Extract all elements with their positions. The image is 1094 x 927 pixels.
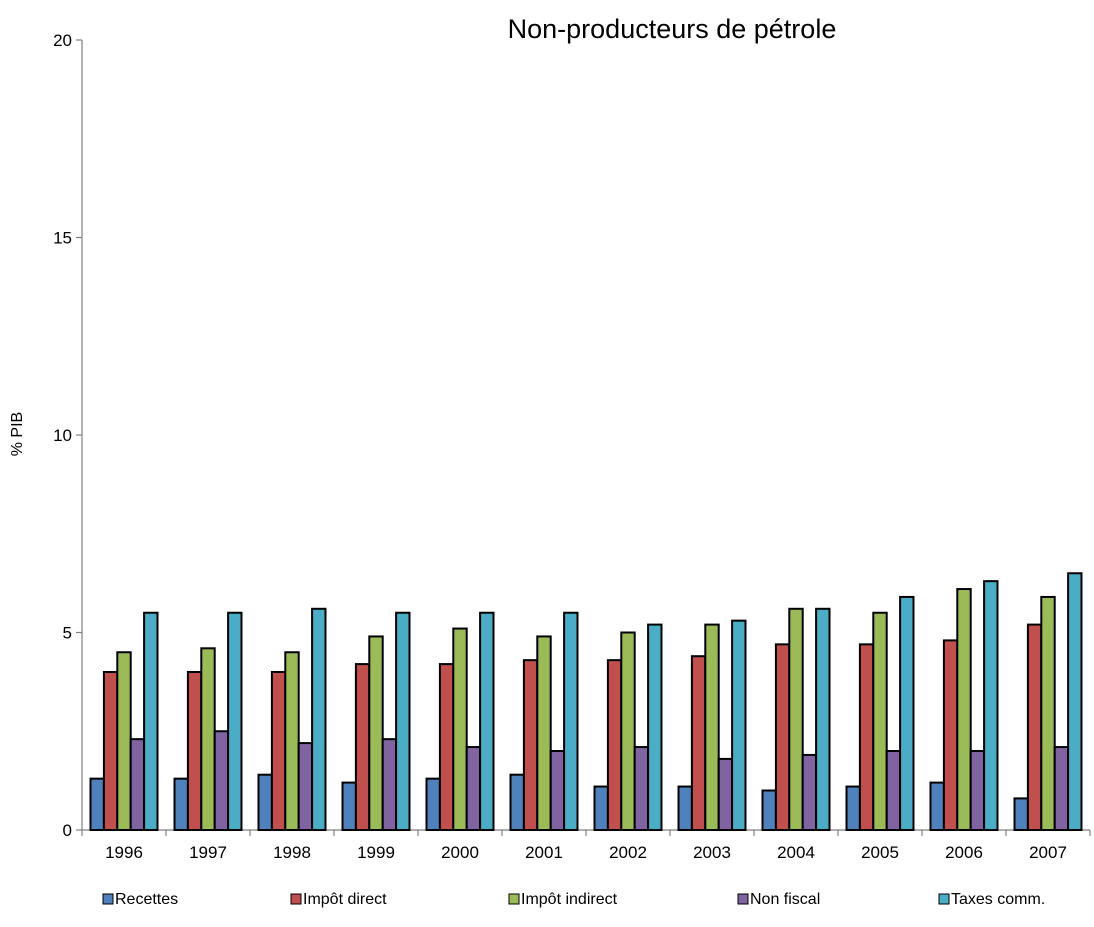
bar-non-fiscal-2005	[885, 750, 902, 831]
y-tick-label: 5	[63, 624, 72, 643]
bar-taxes-comm--2005	[899, 595, 915, 832]
bar-recettes-2002	[593, 785, 609, 831]
x-tick-label: 1997	[189, 843, 227, 862]
bar-non-fiscal-2001	[549, 750, 566, 831]
bar-imp-t-direct-2007	[1026, 623, 1043, 831]
bar-taxes-comm--1996	[143, 611, 159, 831]
bar-non-fiscal-2007	[1053, 746, 1070, 831]
x-tick-label: 1999	[357, 843, 395, 862]
bar-taxes-comm--2007	[1067, 572, 1083, 831]
bar-imp-t-direct-2000	[438, 663, 455, 831]
x-tick-label: 2007	[1029, 843, 1067, 862]
legend: Recettes Impôt direct Impôt indirect Non fi…	[102, 891, 1045, 908]
bar-imp-t-direct-2001	[522, 659, 539, 832]
bar-taxes-comm--2003	[731, 619, 747, 832]
bar-imp-t-direct-2004	[774, 643, 791, 831]
bar-imp-t-direct-2003	[690, 655, 707, 832]
legend-swatch-taxes-comm-	[938, 893, 950, 905]
bar-recettes-2007	[1013, 797, 1029, 832]
x-tick-label: 2001	[525, 843, 563, 862]
bar-imp-t-direct-2006	[942, 639, 959, 832]
y-tick-label: 10	[53, 426, 72, 445]
bar-imp-t-direct-1997	[186, 671, 203, 831]
bar-imp-t-indirect-2006	[956, 588, 972, 831]
bar-recettes-1996	[89, 777, 105, 832]
bar-imp-t-direct-2005	[858, 643, 875, 831]
bar-imp-t-indirect-2005	[872, 611, 888, 831]
bar-imp-t-indirect-2002	[620, 631, 636, 831]
bar-non-fiscal-1997	[213, 730, 230, 831]
bar-non-fiscal-1999	[381, 738, 398, 832]
legend-label: Taxes comm.	[951, 891, 1045, 908]
bar-imp-t-indirect-1997	[200, 647, 216, 831]
legend-label: Recettes	[115, 891, 178, 908]
bar-imp-t-indirect-2004	[788, 607, 804, 831]
y-tick-label: 0	[63, 821, 72, 840]
legend-label: Impôt indirect	[521, 891, 618, 908]
legend-swatch-imp-t-direct	[290, 893, 302, 905]
bar-recettes-1999	[341, 781, 357, 831]
bar-taxes-comm--2001	[563, 611, 579, 831]
x-tick-label: 2000	[441, 843, 479, 862]
x-tick-label: 1998	[273, 843, 311, 862]
bar-recettes-2004	[761, 789, 777, 831]
bar-non-fiscal-2003	[717, 757, 734, 832]
bar-imp-t-indirect-2000	[452, 627, 468, 831]
bar-imp-t-indirect-1999	[368, 635, 384, 832]
plot-area: 0 5 10 15 20 1996 1997 1998 1999 2000 2001 2002 2003…	[53, 31, 1091, 862]
bar-taxes-comm--2002	[647, 623, 663, 831]
bar-taxes-comm--2006	[983, 580, 999, 832]
bar-imp-t-indirect-1998	[284, 651, 300, 831]
bar-recettes-2003	[677, 785, 693, 831]
x-tick-label: 2002	[609, 843, 647, 862]
bar-non-fiscal-2002	[633, 746, 650, 831]
bar-taxes-comm--2000	[479, 611, 495, 831]
legend-label: Impôt direct	[303, 891, 387, 908]
bar-taxes-comm--2004	[815, 607, 831, 831]
bar-non-fiscal-1998	[297, 742, 314, 831]
bar-imp-t-direct-1998	[270, 671, 287, 831]
bar-recettes-2006	[929, 781, 945, 831]
bar-imp-t-direct-1996	[102, 671, 119, 831]
legend-swatch-non-fiscal	[737, 893, 749, 905]
bar-recettes-2000	[425, 777, 441, 832]
bar-non-fiscal-2004	[801, 753, 818, 832]
y-axis-label: % PIB	[9, 412, 26, 456]
x-tick-label: 2005	[861, 843, 899, 862]
legend-label: Non fiscal	[750, 891, 820, 908]
bar-recettes-1998	[257, 773, 273, 832]
bar-imp-t-direct-1999	[354, 663, 371, 831]
bar-recettes-2005	[845, 785, 861, 831]
x-tick-label: 2006	[945, 843, 983, 862]
legend-swatch-recettes	[102, 893, 114, 905]
bar-imp-t-indirect-2003	[704, 623, 720, 831]
bar-non-fiscal-1996	[129, 738, 146, 832]
bar-imp-t-indirect-2007	[1040, 595, 1056, 832]
y-tick-label: 20	[53, 31, 72, 50]
bar-imp-t-indirect-1996	[116, 651, 132, 831]
bar-taxes-comm--1999	[395, 611, 411, 831]
bar-taxes-comm--1997	[227, 611, 243, 831]
x-tick-label: 2004	[777, 843, 815, 862]
bar-non-fiscal-2006	[969, 750, 986, 831]
bar-taxes-comm--1998	[311, 607, 327, 831]
legend-swatch-imp-t-indirect	[508, 893, 520, 905]
bar-recettes-1997	[173, 777, 189, 832]
x-tick-label: 1996	[105, 843, 143, 862]
bar-non-fiscal-2000	[465, 746, 482, 831]
bar-recettes-2001	[509, 773, 525, 832]
bar-imp-t-direct-2002	[606, 659, 623, 832]
y-tick-label: 15	[53, 229, 72, 248]
chart-title: Non-producteurs de pétrole	[508, 14, 837, 44]
x-tick-label: 2003	[693, 843, 731, 862]
bar-imp-t-indirect-2001	[536, 635, 552, 832]
